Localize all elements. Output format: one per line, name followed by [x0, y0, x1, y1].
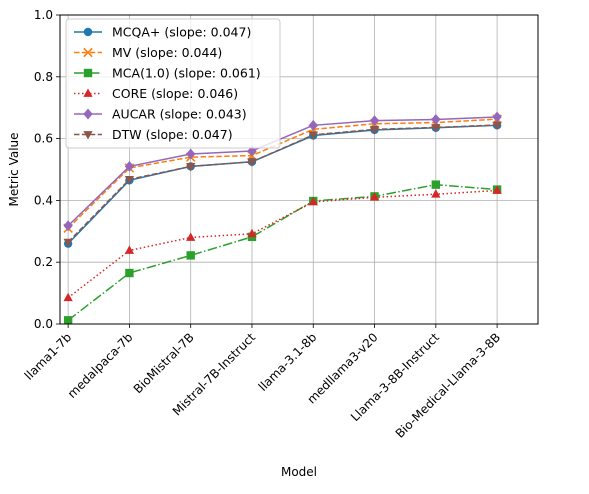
- x-tick-label: llama-3.1-8b: [256, 330, 320, 394]
- legend-marker: [83, 47, 93, 58]
- data-point: [308, 131, 318, 140]
- legend-label: MV (slope: 0.044): [112, 45, 222, 60]
- x-tick-label: BioMistral-7B: [131, 330, 197, 396]
- data-point: [492, 121, 502, 131]
- data-point: [492, 111, 502, 123]
- data-point: [186, 163, 196, 172]
- data-point: [247, 145, 257, 157]
- series-line: [67, 189, 498, 299]
- series-3: [63, 185, 502, 302]
- data-point: [369, 115, 380, 127]
- data-point: [124, 245, 135, 254]
- data-point: [124, 160, 135, 172]
- data-point: [186, 251, 195, 260]
- series-line: [67, 118, 498, 229]
- y-tick-label: 0.8: [34, 70, 53, 84]
- legend-box: [65, 18, 281, 149]
- legend-entry: MCA(1.0) (slope: 0.061): [74, 66, 261, 81]
- data-point: [63, 292, 73, 302]
- legend-entry: MV (slope: 0.044): [74, 45, 222, 60]
- data-point: [492, 185, 502, 194]
- legend-label: MCQA+ (slope: 0.047): [112, 25, 251, 40]
- y-tick-label: 0.4: [34, 193, 53, 207]
- data-point: [186, 232, 196, 241]
- data-point: [63, 316, 73, 325]
- x-tick-label: llama1-7b: [22, 330, 75, 383]
- data-point: [247, 228, 257, 238]
- legend-marker: [83, 131, 93, 140]
- data-point: [431, 124, 441, 133]
- x-tick-label: Bio-Medical-Llama-3-8B: [393, 330, 504, 441]
- data-point: [431, 113, 441, 125]
- data-point: [431, 180, 441, 189]
- data-point: [125, 268, 134, 278]
- legend-label: AUCAR (slope: 0.043): [112, 107, 247, 122]
- data-point: [308, 196, 318, 206]
- y-tick-label: 1.0: [34, 8, 53, 22]
- data-point: [369, 125, 380, 135]
- legend-marker: [83, 108, 93, 120]
- legend-label: DTW (slope: 0.047): [112, 127, 233, 142]
- data-point: [431, 189, 441, 198]
- data-point: [186, 148, 196, 160]
- legend-marker: [83, 27, 93, 37]
- data-point: [308, 119, 318, 131]
- y-axis-label: Metric Value: [7, 132, 21, 206]
- data-point: [124, 176, 135, 185]
- y-tick-label: 0.6: [34, 132, 53, 146]
- series-line: [67, 124, 498, 243]
- x-tick-label: medalpaca-7b: [65, 330, 136, 401]
- legend-entry: AUCAR (slope: 0.043): [74, 107, 247, 122]
- y-tick-label: 0.0: [34, 317, 53, 331]
- legend: MCQA+ (slope: 0.047) MV (slope: 0.044) MCA…: [65, 18, 281, 149]
- legend-marker: [83, 68, 93, 78]
- data-point: [369, 192, 380, 201]
- legend-label: CORE (slope: 0.046): [112, 86, 238, 101]
- legend-entry: DTW (slope: 0.047): [74, 127, 233, 142]
- legend-entry: MCQA+ (slope: 0.047): [74, 25, 251, 40]
- legend-entry: CORE (slope: 0.046): [74, 86, 238, 101]
- plot-frame: [59, 14, 539, 325]
- x-axis-label: Model: [281, 465, 317, 479]
- y-tick-label: 0.2: [34, 255, 53, 269]
- series-5: [63, 121, 502, 248]
- series-4: [63, 111, 502, 232]
- data-point: [63, 238, 73, 248]
- legend-marker: [83, 88, 93, 97]
- data-point: [63, 220, 73, 232]
- legend-label: MCA(1.0) (slope: 0.061): [112, 66, 261, 81]
- series-line: [67, 183, 498, 321]
- marker-stroke: [83, 47, 93, 58]
- series-group: [63, 111, 502, 325]
- series-line: [67, 116, 498, 227]
- data-point: [247, 158, 257, 167]
